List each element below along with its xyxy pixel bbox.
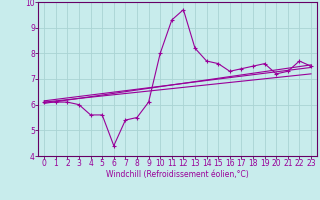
X-axis label: Windchill (Refroidissement éolien,°C): Windchill (Refroidissement éolien,°C) xyxy=(106,170,249,179)
